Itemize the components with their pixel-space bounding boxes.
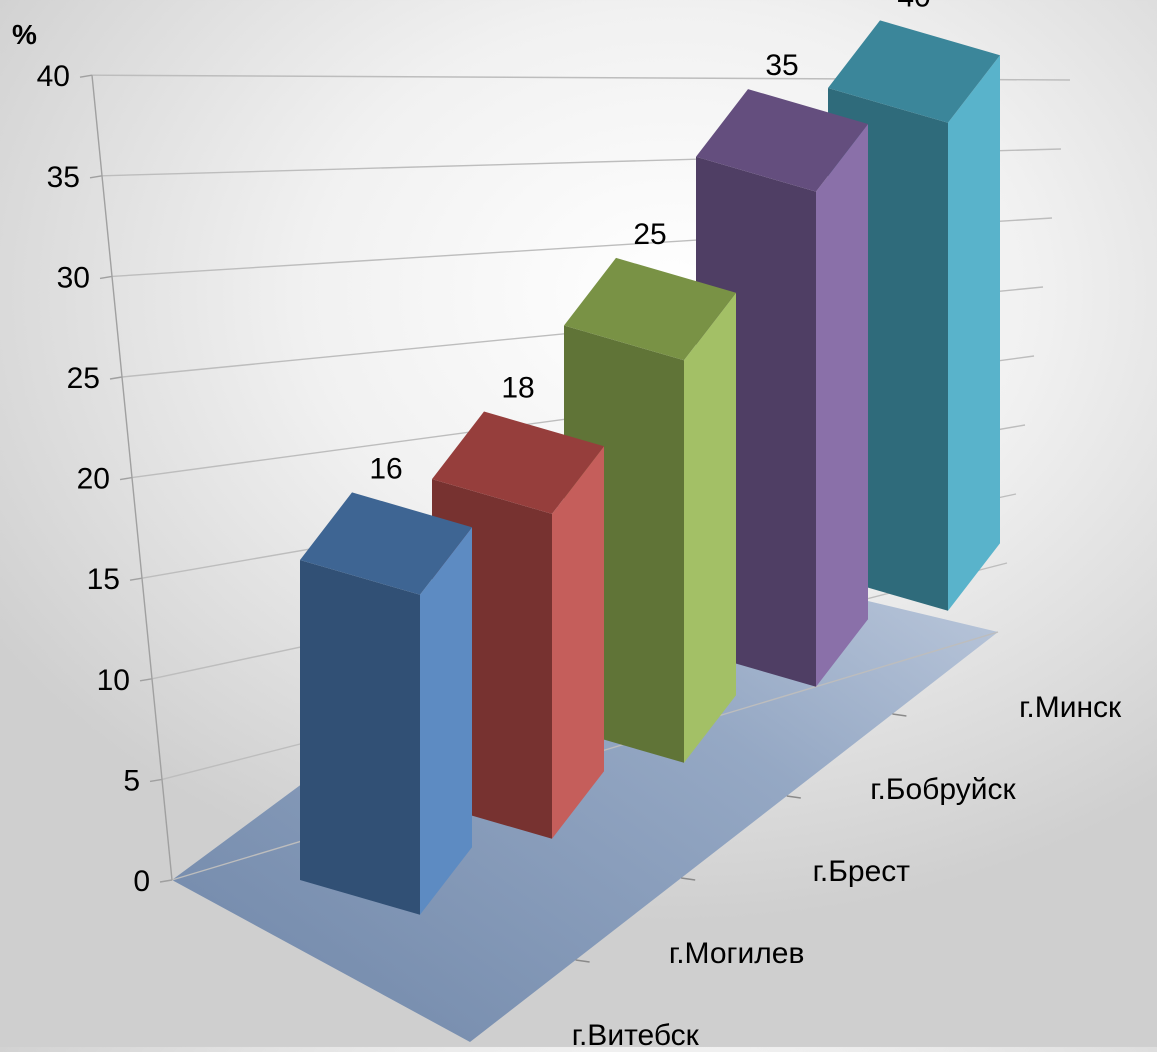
x-tick-mark	[681, 877, 696, 881]
category-label: г.Бобруйск	[870, 773, 1016, 806]
category-label: г.Минск	[1019, 691, 1122, 724]
x-tick-mark	[892, 713, 907, 717]
y-tick-label: 10	[97, 664, 130, 697]
bar-side-face	[948, 55, 1000, 611]
y-tick-mark	[119, 476, 133, 481]
y-tick-mark	[79, 74, 93, 78]
y-tick-mark	[89, 175, 103, 179]
x-tick-mark	[786, 795, 801, 799]
y-tick-label: 20	[77, 463, 110, 496]
category-label: г.Витебск	[572, 1019, 700, 1047]
bar-top-face	[696, 89, 868, 192]
category-label: г.Брест	[813, 855, 911, 888]
chart-labels: 0 5 10 15 20 25 30 35 40% г.Витебск г.Могилев г.Бре…	[12, 0, 1122, 1052]
value-label: 18	[501, 372, 534, 405]
value-label: 16	[369, 452, 402, 485]
bar	[300, 492, 472, 915]
bar-top-face	[828, 20, 1000, 123]
category-label: г.Могилев	[669, 937, 804, 970]
value-label: 25	[633, 218, 666, 251]
y-tick-label: 25	[67, 362, 100, 395]
chart-bars	[300, 20, 1000, 915]
y-axis-unit: %	[12, 19, 37, 50]
y-tick-mark	[149, 778, 163, 783]
y-tick-label: 15	[87, 563, 120, 596]
y-tick-label: 30	[57, 261, 90, 294]
y-tick-label: 5	[123, 764, 140, 797]
y-tick-label: 35	[47, 161, 80, 194]
y-tick-mark	[99, 275, 113, 280]
y-tick-label: 40	[37, 60, 70, 93]
value-label: 40	[897, 0, 930, 13]
bar-top-face	[432, 411, 604, 514]
bar-top-face	[300, 492, 472, 595]
y-tick-mark	[139, 678, 153, 682]
x-tick-mark	[575, 959, 590, 963]
bar	[564, 257, 736, 763]
y-tick-label: 0	[133, 865, 150, 898]
bar-side-face	[420, 527, 472, 915]
bar-top-face	[564, 257, 736, 361]
bar-front-face	[300, 560, 420, 915]
bar-side-face	[684, 292, 736, 763]
bar-side-face	[816, 124, 868, 687]
bar-side-face	[552, 446, 604, 839]
y-tick-mark	[109, 376, 123, 380]
y-tick-mark	[159, 879, 173, 883]
value-label: 35	[765, 49, 798, 82]
y-tick-mark	[129, 577, 143, 581]
y-axis-line	[91, 75, 173, 881]
